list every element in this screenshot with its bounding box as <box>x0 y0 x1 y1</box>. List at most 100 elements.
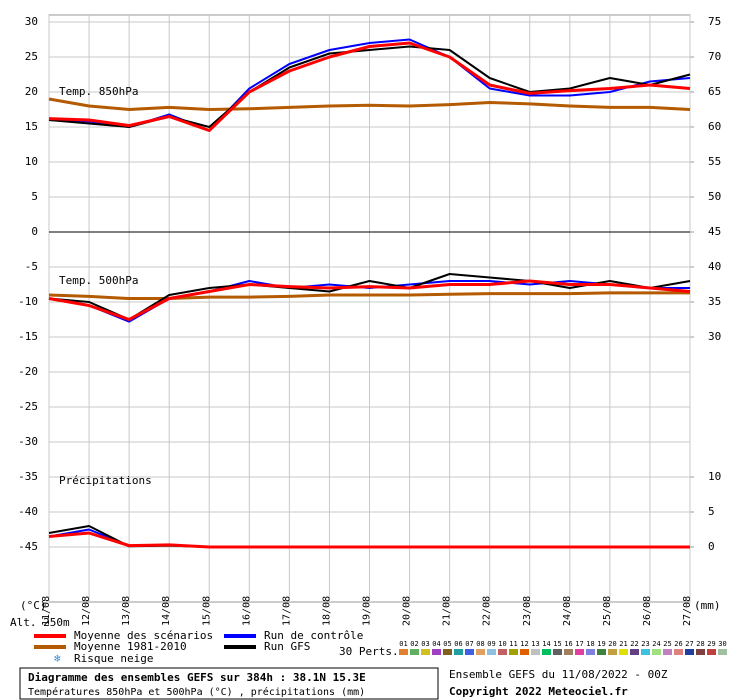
y-tick-label: -35 <box>18 470 38 483</box>
run-info: Ensemble GEFS du 11/08/2022 - 00Z <box>449 668 668 681</box>
perturbation-label: 04 <box>432 640 440 648</box>
perturbation-label: 09 <box>487 640 495 648</box>
y2-tick-label: 60 <box>708 120 721 133</box>
y-tick-label: 15 <box>25 120 38 133</box>
perturbation-swatch <box>498 649 507 655</box>
perturbation-swatch <box>487 649 496 655</box>
perturbations-label: 30 Perts. <box>339 645 399 658</box>
x-tick-label: 16/08 <box>241 596 252 626</box>
perturbation-label: 05 <box>443 640 451 648</box>
perturbation-label: 25 <box>663 640 671 648</box>
perturbation-swatch <box>410 649 419 655</box>
panel-label: Précipitations <box>59 474 152 487</box>
title-box <box>19 667 439 700</box>
perturbation-label: 12 <box>520 640 528 648</box>
perturbation-swatch <box>641 649 650 655</box>
y-tick-label: 20 <box>25 85 38 98</box>
perturbation-swatch <box>432 649 441 655</box>
y2-tick-label: 65 <box>708 85 721 98</box>
perturbation-swatch <box>399 649 408 655</box>
y2-tick-label: 10 <box>708 470 721 483</box>
perturbation-label: 10 <box>498 640 506 648</box>
y-tick-label: 10 <box>25 155 38 168</box>
perturbation-swatch <box>663 649 672 655</box>
perturbation-swatch <box>454 649 463 655</box>
y-tick-label: -10 <box>18 295 38 308</box>
chart-title: Diagramme des ensembles GEFS sur 384h : … <box>28 671 366 684</box>
x-tick-label: 20/08 <box>402 596 413 626</box>
series-line <box>48 531 690 549</box>
y-tick-label: -30 <box>18 435 38 448</box>
x-tick-label: 13/08 <box>121 596 132 626</box>
x-tick-label: 23/08 <box>522 596 533 626</box>
y2-tick-label: 35 <box>708 295 721 308</box>
perturbation-swatch <box>619 649 628 655</box>
legend-label: Moyenne 1981-2010 <box>74 640 187 653</box>
y-tick-label: -45 <box>18 540 38 553</box>
perturbation-label: 06 <box>454 640 462 648</box>
x-tick-label: 21/08 <box>442 596 453 626</box>
y2-tick-label: 70 <box>708 50 721 63</box>
perturbation-swatch <box>443 649 452 655</box>
perturbation-label: 20 <box>608 640 616 648</box>
perturbation-label: 22 <box>630 640 638 648</box>
perturbation-label: 16 <box>564 640 572 648</box>
y-tick-label: -20 <box>18 365 38 378</box>
perturbation-swatch <box>531 649 540 655</box>
perturbation-swatch <box>674 649 683 655</box>
y-tick-label: -5 <box>25 260 38 273</box>
chart-subtitle: Températures 850hPa et 500hPa (°C) , pré… <box>28 686 365 698</box>
series-line <box>48 291 690 300</box>
perturbation-label: 23 <box>641 640 649 648</box>
x-tick-label: 11/08 <box>41 596 52 626</box>
perturbation-label: 24 <box>652 640 660 648</box>
y-tick-label: 5 <box>31 190 38 203</box>
x-tick-label: 12/08 <box>81 596 92 626</box>
y-tick-label: 0 <box>31 225 38 238</box>
y-axis-unit: (°C) <box>20 599 47 612</box>
snow-risk-label: Risque neige <box>74 652 153 665</box>
perturbation-swatch <box>465 649 474 655</box>
y2-tick-label: 40 <box>708 260 721 273</box>
perturbation-swatch <box>608 649 617 655</box>
perturbation-swatch <box>575 649 584 655</box>
perturbation-label: 14 <box>542 640 550 648</box>
y2-tick-label: 75 <box>708 15 721 28</box>
perturbation-swatch <box>553 649 562 655</box>
y2-tick-label: 30 <box>708 330 721 343</box>
perturbation-label: 27 <box>685 640 693 648</box>
y-tick-label: -15 <box>18 330 38 343</box>
perturbation-swatch <box>542 649 551 655</box>
y2-tick-label: 45 <box>708 225 721 238</box>
y2-axis-unit: (mm) <box>694 599 721 612</box>
perturbation-label: 21 <box>619 640 627 648</box>
perturbation-swatch <box>421 649 430 655</box>
perturbation-swatch <box>509 649 518 655</box>
perturbation-label: 17 <box>575 640 583 648</box>
snow-icon: ❄ <box>54 652 61 665</box>
y-tick-label: -25 <box>18 400 38 413</box>
perturbation-label: 08 <box>476 640 484 648</box>
y2-tick-label: 0 <box>708 540 715 553</box>
perturbation-label: 13 <box>531 640 539 648</box>
x-tick-label: 17/08 <box>281 596 292 626</box>
y-tick-label: 25 <box>25 50 38 63</box>
legend-label: Run GFS <box>264 640 310 653</box>
y2-tick-label: 55 <box>708 155 721 168</box>
perturbation-label: 01 <box>399 640 407 648</box>
perturbation-label: 02 <box>410 640 418 648</box>
perturbation-label: 11 <box>509 640 517 648</box>
x-tick-label: 15/08 <box>201 596 212 626</box>
perturbation-swatch <box>630 649 639 655</box>
panel-label: Temp. 850hPa <box>59 85 138 98</box>
perturbation-label: 29 <box>707 640 715 648</box>
perturbation-swatch <box>685 649 694 655</box>
legend-label: Moyenne des scénarios <box>74 629 213 642</box>
perturbation-swatch <box>652 649 661 655</box>
perturbation-label: 03 <box>421 640 429 648</box>
x-tick-label: 27/08 <box>682 596 693 626</box>
perturbation-swatch <box>586 649 595 655</box>
x-tick-label: 14/08 <box>161 596 172 626</box>
series-line <box>48 97 691 111</box>
copyright: Copyright 2022 Meteociel.fr <box>449 685 628 698</box>
